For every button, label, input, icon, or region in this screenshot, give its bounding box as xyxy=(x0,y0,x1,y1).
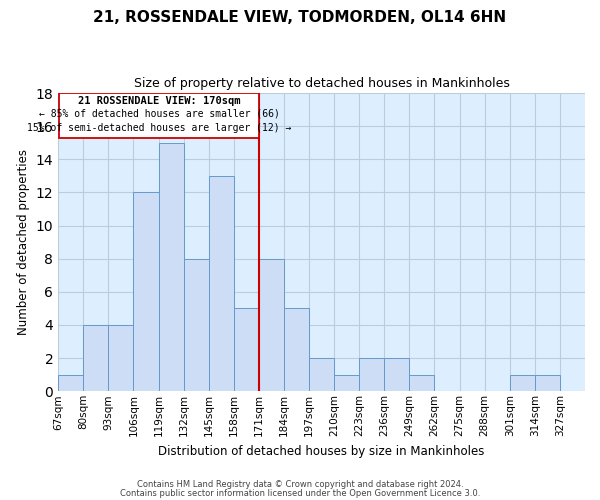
Bar xyxy=(284,308,309,392)
Bar xyxy=(359,358,385,392)
FancyBboxPatch shape xyxy=(59,93,259,138)
Bar xyxy=(409,374,434,392)
Bar xyxy=(184,258,209,392)
Bar xyxy=(133,192,158,392)
Bar xyxy=(510,374,535,392)
Bar xyxy=(158,143,184,392)
Text: 21 ROSSENDALE VIEW: 170sqm: 21 ROSSENDALE VIEW: 170sqm xyxy=(78,96,240,106)
Bar xyxy=(83,325,109,392)
Text: ← 85% of detached houses are smaller (66): ← 85% of detached houses are smaller (66… xyxy=(38,109,280,119)
Bar xyxy=(209,176,234,392)
Bar xyxy=(234,308,259,392)
Y-axis label: Number of detached properties: Number of detached properties xyxy=(17,149,30,335)
Text: 21, ROSSENDALE VIEW, TODMORDEN, OL14 6HN: 21, ROSSENDALE VIEW, TODMORDEN, OL14 6HN xyxy=(94,10,506,25)
Bar xyxy=(334,374,359,392)
Text: 15% of semi-detached houses are larger (12) →: 15% of semi-detached houses are larger (… xyxy=(27,123,291,133)
Text: Contains HM Land Registry data © Crown copyright and database right 2024.: Contains HM Land Registry data © Crown c… xyxy=(137,480,463,489)
X-axis label: Distribution of detached houses by size in Mankinholes: Distribution of detached houses by size … xyxy=(158,444,485,458)
Bar xyxy=(535,374,560,392)
Bar xyxy=(109,325,133,392)
Bar xyxy=(58,374,83,392)
Bar xyxy=(309,358,334,392)
Text: Contains public sector information licensed under the Open Government Licence 3.: Contains public sector information licen… xyxy=(120,488,480,498)
Title: Size of property relative to detached houses in Mankinholes: Size of property relative to detached ho… xyxy=(134,78,509,90)
Bar xyxy=(259,258,284,392)
Bar xyxy=(385,358,409,392)
